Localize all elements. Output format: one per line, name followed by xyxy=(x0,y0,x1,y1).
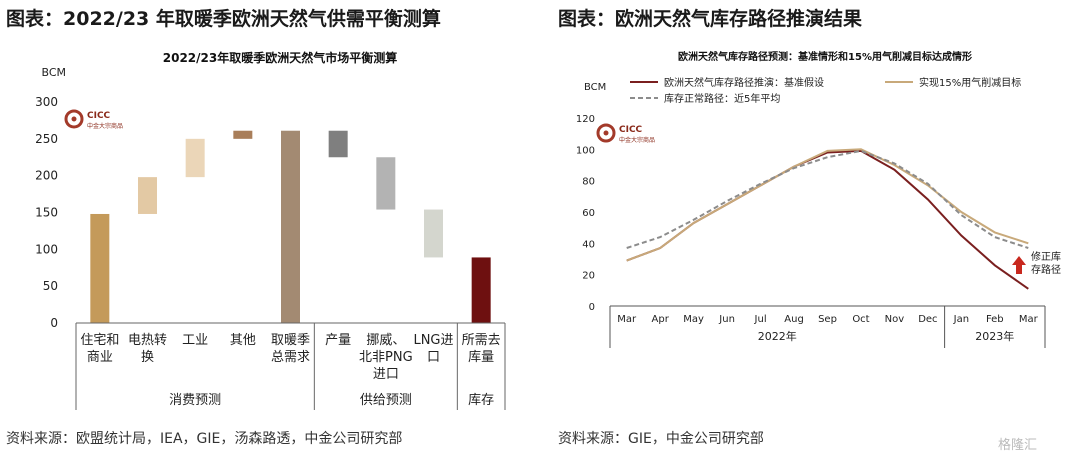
left-figure-header: 图表：2022/23 年取暖季欧洲天然气供需平衡测算 xyxy=(6,8,441,30)
up-arrow-icon xyxy=(1012,256,1026,274)
y-tick-label: 100 xyxy=(35,242,58,256)
chart-title: 欧洲天然气库存路径预测：基准情形和15%用气削减目标达成情形 xyxy=(678,50,972,63)
bar xyxy=(328,130,348,158)
bar xyxy=(376,157,396,210)
category-label: 库量 xyxy=(468,349,494,365)
group-label: 消费预测 xyxy=(169,393,221,408)
x-tick-label: Jul xyxy=(754,314,767,325)
category-label: 总需求 xyxy=(271,350,310,365)
y-tick-label: 250 xyxy=(35,132,58,146)
year-group-label: 2023年 xyxy=(975,329,1014,343)
right-figure-header: 图表：欧洲天然气库存路径推演结果 xyxy=(558,8,863,30)
chart-title: 2022/23年取暖季欧洲天然气市场平衡测算 xyxy=(163,50,397,65)
left-logo-text: CICC xyxy=(87,111,111,121)
y-tick-label: 0 xyxy=(50,316,58,330)
x-tick-label: Feb xyxy=(986,314,1004,325)
x-tick-label: May xyxy=(683,314,704,325)
category-label: 挪威、 xyxy=(366,333,405,348)
bar xyxy=(185,138,205,178)
x-tick-label: Jun xyxy=(718,314,735,325)
x-tick-label: Oct xyxy=(852,314,869,325)
category-label: 北非PNG xyxy=(359,350,413,365)
right-logo-text: CICC xyxy=(619,125,643,135)
category-label: 商业 xyxy=(87,350,113,365)
category-label: 口 xyxy=(427,350,440,365)
left-source-note: 资料来源：欧盟统计局，IEA，GIE，汤森路透，中金公司研究部 xyxy=(6,431,403,447)
y-tick-label: 80 xyxy=(582,177,595,188)
category-label: 进口 xyxy=(373,367,399,382)
bar xyxy=(281,130,300,323)
series-line xyxy=(626,149,1029,249)
category-label: 取暖季 xyxy=(271,333,310,348)
bar xyxy=(233,130,253,139)
y-tick-label: 50 xyxy=(43,279,58,293)
y-tick-label: 40 xyxy=(582,239,595,250)
right-logo-subtext: 中金大宗商品 xyxy=(619,136,655,144)
legend-label: 实现15%用气削减目标 xyxy=(919,76,1021,89)
storage-path-line-chart: 欧洲天然气库存路径预测：基准情形和15%用气削减目标达成情形 BCM CICC中金大… xyxy=(576,50,1061,348)
right-logo-icon xyxy=(596,123,616,143)
x-tick-label: Sep xyxy=(818,314,837,325)
annotation-text: 存路径 xyxy=(1031,263,1061,276)
group-label: 供给预测 xyxy=(360,393,412,408)
y-tick-label: 100 xyxy=(576,145,595,156)
bar xyxy=(424,209,443,258)
x-tick-label: Mar xyxy=(617,314,637,325)
y-axis-label: BCM xyxy=(41,66,66,79)
x-tick-label: Mar xyxy=(1019,314,1039,325)
legend-label: 欧洲天然气库存路径推演：基准假设 xyxy=(664,76,824,89)
category-label: 产量 xyxy=(325,333,351,348)
x-tick-label: Nov xyxy=(885,314,905,325)
left-logo-icon xyxy=(64,109,84,129)
y-tick-label: 120 xyxy=(576,114,595,125)
group-label: 库存 xyxy=(468,392,494,408)
category-label: 电热转 xyxy=(128,333,167,348)
x-tick-label: Dec xyxy=(918,314,937,325)
y-tick-label: 0 xyxy=(589,302,595,313)
category-label: 住宅和 xyxy=(80,333,119,348)
year-group-label: 2022年 xyxy=(758,329,797,343)
category-label: 所需去 xyxy=(462,333,501,348)
bar xyxy=(90,213,110,323)
right-logo-dot xyxy=(603,130,609,136)
y-tick-label: 60 xyxy=(582,208,595,219)
y-axis-label: BCM xyxy=(584,82,606,93)
y-tick-label: 300 xyxy=(35,95,58,109)
y-tick-label: 150 xyxy=(35,206,58,220)
series-line xyxy=(626,148,1029,262)
left-logo-dot xyxy=(71,116,77,122)
left-logo-subtext: 中金大宗商品 xyxy=(87,122,123,130)
x-tick-label: Apr xyxy=(652,314,670,325)
bar xyxy=(471,257,491,323)
category-label: 工业 xyxy=(182,333,208,348)
category-label: 其他 xyxy=(230,333,256,348)
watermark: 格隆汇 xyxy=(998,438,1038,453)
right-source-note: 资料来源：GIE，中金公司研究部 xyxy=(558,431,764,447)
x-tick-label: Jan xyxy=(953,314,969,325)
category-label: 换 xyxy=(141,350,154,365)
legend-label: 库存正常路径：近5年平均 xyxy=(664,92,780,105)
y-tick-label: 20 xyxy=(582,271,595,282)
bar xyxy=(138,177,157,214)
y-tick-label: 200 xyxy=(35,169,58,183)
annotation-text: 修正库 xyxy=(1031,250,1061,263)
category-label: LNG进 xyxy=(413,333,453,348)
x-tick-label: Aug xyxy=(784,314,804,325)
